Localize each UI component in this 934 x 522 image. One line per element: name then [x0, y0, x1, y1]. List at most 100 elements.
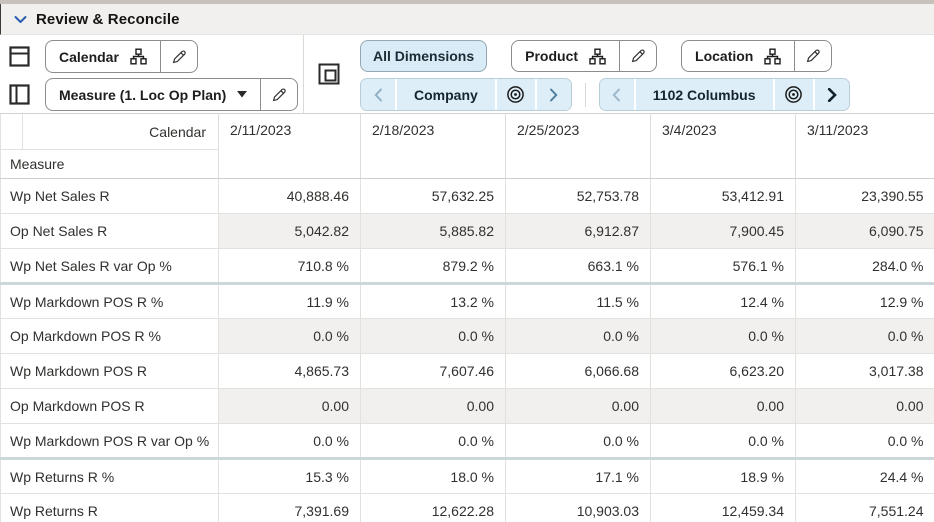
hierarchy-icon — [764, 48, 782, 65]
table-row: Wp Markdown POS R 4,865.73 7,607.46 6,066.6… — [0, 353, 934, 389]
chevron-right-icon[interactable] — [536, 79, 571, 110]
grid-cell[interactable]: 57,632.25 — [360, 178, 506, 214]
measure-row-header[interactable]: Wp Markdown POS R % — [0, 282, 219, 319]
measure-row-header[interactable]: Op Markdown POS R — [0, 388, 219, 424]
grid-cell[interactable]: 0.00 — [505, 388, 651, 424]
grid-cell[interactable]: 40,888.46 — [218, 178, 361, 214]
grid-cell[interactable]: 12,459.34 — [650, 493, 796, 522]
measure-row-header[interactable]: Wp Net Sales R — [0, 178, 219, 214]
page-axis-icon[interactable] — [318, 63, 340, 85]
hierarchy-icon — [589, 48, 606, 65]
grid-cell[interactable]: 15.3 % — [218, 457, 361, 494]
product-dimension-tile[interactable]: Product — [511, 40, 658, 72]
grid-cell[interactable]: 12,622.28 — [360, 493, 506, 522]
all-dimensions-label: All Dimensions — [373, 48, 475, 64]
product-tile-label: Product — [525, 48, 579, 64]
grid-cell[interactable]: 6,090.75 — [795, 213, 934, 249]
grid-cell[interactable]: 3,017.38 — [795, 353, 934, 389]
grid-cell[interactable]: 0.00 — [795, 388, 934, 424]
column-header[interactable]: 2/18/2023 — [360, 113, 506, 179]
grid-cell[interactable]: 0.0 % — [218, 318, 361, 354]
measure-row-header[interactable]: Wp Markdown POS R var Op % — [0, 423, 219, 459]
grid-cell[interactable]: 6,623.20 — [650, 353, 796, 389]
grid-cell[interactable]: 24.4 % — [795, 457, 934, 494]
grid-cell[interactable]: 18.0 % — [360, 457, 506, 494]
target-icon[interactable] — [496, 79, 535, 110]
grid-cell[interactable]: 576.1 % — [650, 248, 796, 284]
grid-cell[interactable]: 12.9 % — [795, 282, 934, 319]
target-icon[interactable] — [774, 79, 813, 110]
grid-cell[interactable]: 6,066.68 — [505, 353, 651, 389]
grid-cell[interactable]: 879.2 % — [360, 248, 506, 284]
chevron-left-icon[interactable] — [599, 79, 634, 110]
grid-cell[interactable]: 0.0 % — [218, 423, 361, 459]
pivot-table: Calendar 2/11/2023 2/18/2023 2/25/2023 3/4/2… — [0, 113, 934, 522]
measure-row-header[interactable]: Op Net Sales R — [0, 213, 219, 249]
grid-cell[interactable]: 0.00 — [360, 388, 506, 424]
measure-row-header[interactable]: Wp Returns R % — [0, 457, 219, 494]
measure-tile-label: Measure (1. Loc Op Plan) — [59, 86, 227, 103]
column-header[interactable]: 2/11/2023 — [218, 113, 361, 179]
grid-cell[interactable]: 12.4 % — [650, 282, 796, 319]
grid-cell[interactable]: 6,912.87 — [505, 213, 651, 249]
calendar-dimension-tile[interactable]: Calendar — [45, 40, 198, 73]
grid-cell[interactable]: 11.9 % — [218, 282, 361, 319]
measure-dimension-tile[interactable]: Measure (1. Loc Op Plan) — [45, 78, 299, 111]
grid-cell[interactable]: 10,903.03 — [505, 493, 651, 522]
column-header[interactable]: 2/25/2023 — [505, 113, 651, 179]
all-dimensions-chip[interactable]: All Dimensions — [360, 40, 488, 72]
measure-row-header[interactable]: Wp Net Sales R var Op % — [0, 248, 219, 284]
grid-cell[interactable]: 4,865.73 — [218, 353, 361, 389]
edit-icon[interactable] — [795, 41, 831, 71]
row-axis-icon[interactable] — [9, 84, 30, 105]
measure-row-header[interactable]: Wp Returns R — [0, 493, 219, 522]
grid-cell[interactable]: 0.0 % — [795, 318, 934, 354]
grid-cell[interactable]: 18.9 % — [650, 457, 796, 494]
chevron-left-icon[interactable] — [361, 79, 395, 110]
collapse-chevron-icon[interactable] — [14, 15, 27, 24]
measure-row-header[interactable]: Op Markdown POS R % — [0, 318, 219, 354]
grid-cell[interactable]: 7,391.69 — [218, 493, 361, 522]
grid-cell[interactable]: 0.0 % — [505, 423, 651, 459]
grid-cell[interactable]: 663.1 % — [505, 248, 651, 284]
edit-icon[interactable] — [161, 41, 197, 72]
column-axis-corner: Calendar — [0, 113, 219, 150]
grid-cell[interactable]: 7,900.45 — [650, 213, 796, 249]
grid-cell[interactable]: 0.0 % — [650, 318, 796, 354]
grid-cell[interactable]: 0.00 — [218, 388, 361, 424]
grid-cell[interactable]: 17.1 % — [505, 457, 651, 494]
table-row: Op Markdown POS R % 0.0 % 0.0 % 0.0 % 0.0 % 0… — [0, 318, 934, 354]
company-pager-label[interactable]: Company — [397, 79, 495, 110]
grid-cell[interactable]: 23,390.55 — [795, 178, 934, 214]
location-tile-label: Location — [695, 48, 754, 64]
row-axis-label: Measure — [0, 149, 219, 179]
grid-cell[interactable]: 0.0 % — [650, 423, 796, 459]
location-pager-label[interactable]: 1102 Columbus — [635, 79, 773, 110]
grid-cell[interactable]: 5,042.82 — [218, 213, 361, 249]
grid-cell[interactable]: 5,885.82 — [360, 213, 506, 249]
location-dimension-tile[interactable]: Location — [681, 40, 833, 72]
grid-cell[interactable]: 0.0 % — [505, 318, 651, 354]
grid-cell[interactable]: 11.5 % — [505, 282, 651, 319]
column-header[interactable]: 3/4/2023 — [650, 113, 796, 179]
grid-cell[interactable]: 0.0 % — [360, 318, 506, 354]
edit-icon[interactable] — [620, 41, 656, 71]
chevron-right-icon[interactable] — [814, 79, 849, 110]
grid-cell[interactable]: 0.00 — [650, 388, 796, 424]
grid-cell[interactable]: 7,551.24 — [795, 493, 934, 522]
edit-icon[interactable] — [261, 79, 297, 110]
column-axis-icon[interactable] — [9, 46, 30, 67]
grid-cell[interactable]: 0.0 % — [795, 423, 934, 459]
measure-row-header[interactable]: Wp Markdown POS R — [0, 353, 219, 389]
grid-cell[interactable]: 0.0 % — [360, 423, 506, 459]
column-header[interactable]: 3/11/2023 — [795, 113, 934, 179]
grid-cell[interactable]: 52,753.78 — [505, 178, 651, 214]
grid-cell[interactable]: 53,412.91 — [650, 178, 796, 214]
grid-cell[interactable]: 7,607.46 — [360, 353, 506, 389]
grid-cell[interactable]: 13.2 % — [360, 282, 506, 319]
grid-cell[interactable]: 710.8 % — [218, 248, 361, 284]
table-row: Wp Markdown POS R % 11.9 % 13.2 % 11.5 % 12.… — [0, 282, 934, 319]
company-pager: Company — [360, 78, 572, 111]
grid-cell[interactable]: 284.0 % — [795, 248, 934, 284]
